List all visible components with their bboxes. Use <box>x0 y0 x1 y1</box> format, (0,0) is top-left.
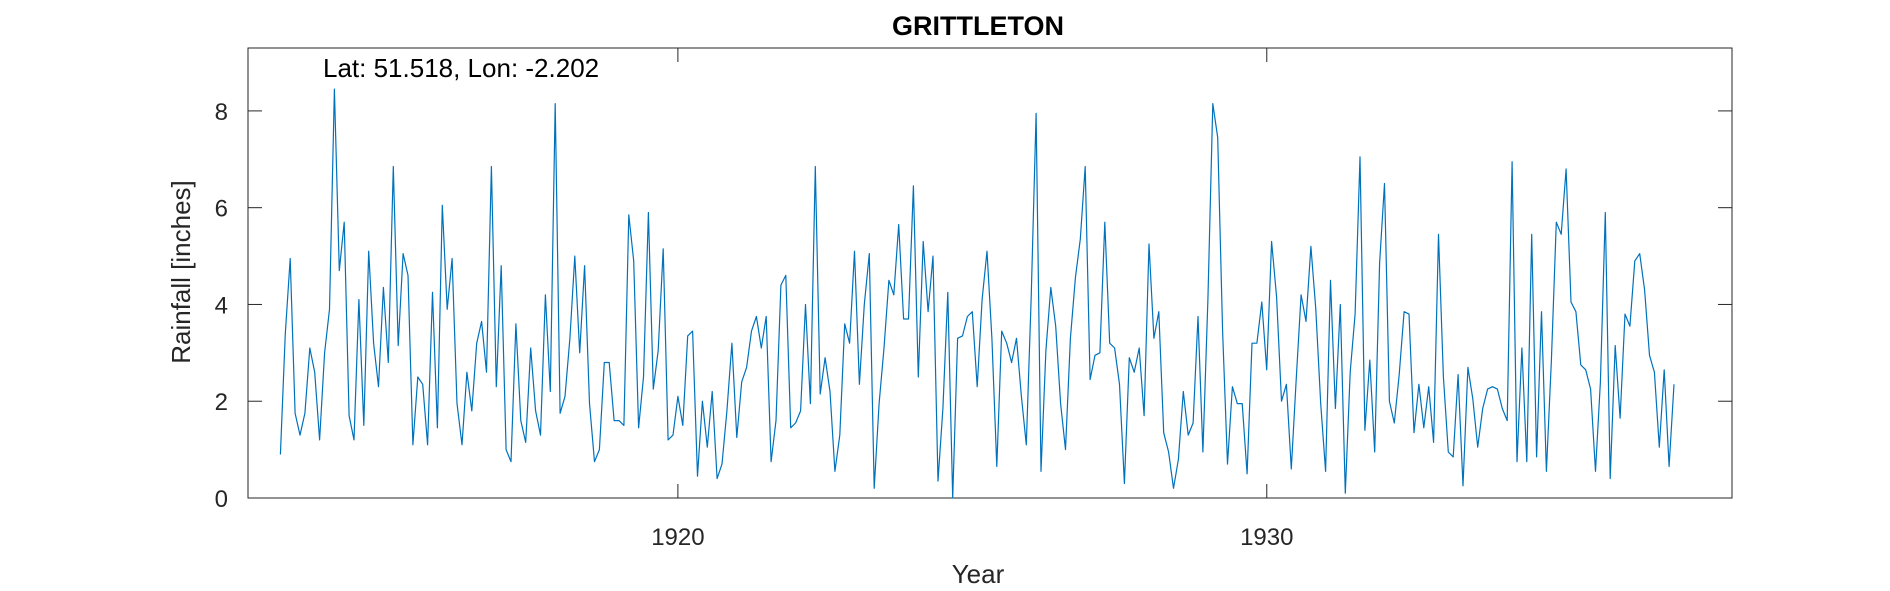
plot-frame <box>247 47 1733 499</box>
x-tick-label: 1920 <box>651 524 704 551</box>
y-tick-labels: 0 2 4 6 8 <box>215 99 228 513</box>
y-axis-label: Rainfall [inches] <box>166 180 196 364</box>
chart-title: GRITTLETON <box>892 11 1064 41</box>
y-tick-label: 6 <box>215 196 228 223</box>
x-tick-labels: 1920 1930 <box>651 524 1293 551</box>
axis-ticks <box>248 48 1732 499</box>
plot-area <box>247 47 1733 499</box>
y-tick-label: 0 <box>215 486 228 513</box>
y-tick-label: 4 <box>215 292 228 319</box>
y-tick-label: 8 <box>215 99 228 126</box>
x-tick-label: 1930 <box>1240 524 1293 551</box>
rainfall-series-line <box>279 88 1675 499</box>
location-annotation: Lat: 51.518, Lon: -2.202 <box>323 53 599 83</box>
y-tick-label: 2 <box>215 389 228 416</box>
x-axis-label: Year <box>952 559 1005 589</box>
